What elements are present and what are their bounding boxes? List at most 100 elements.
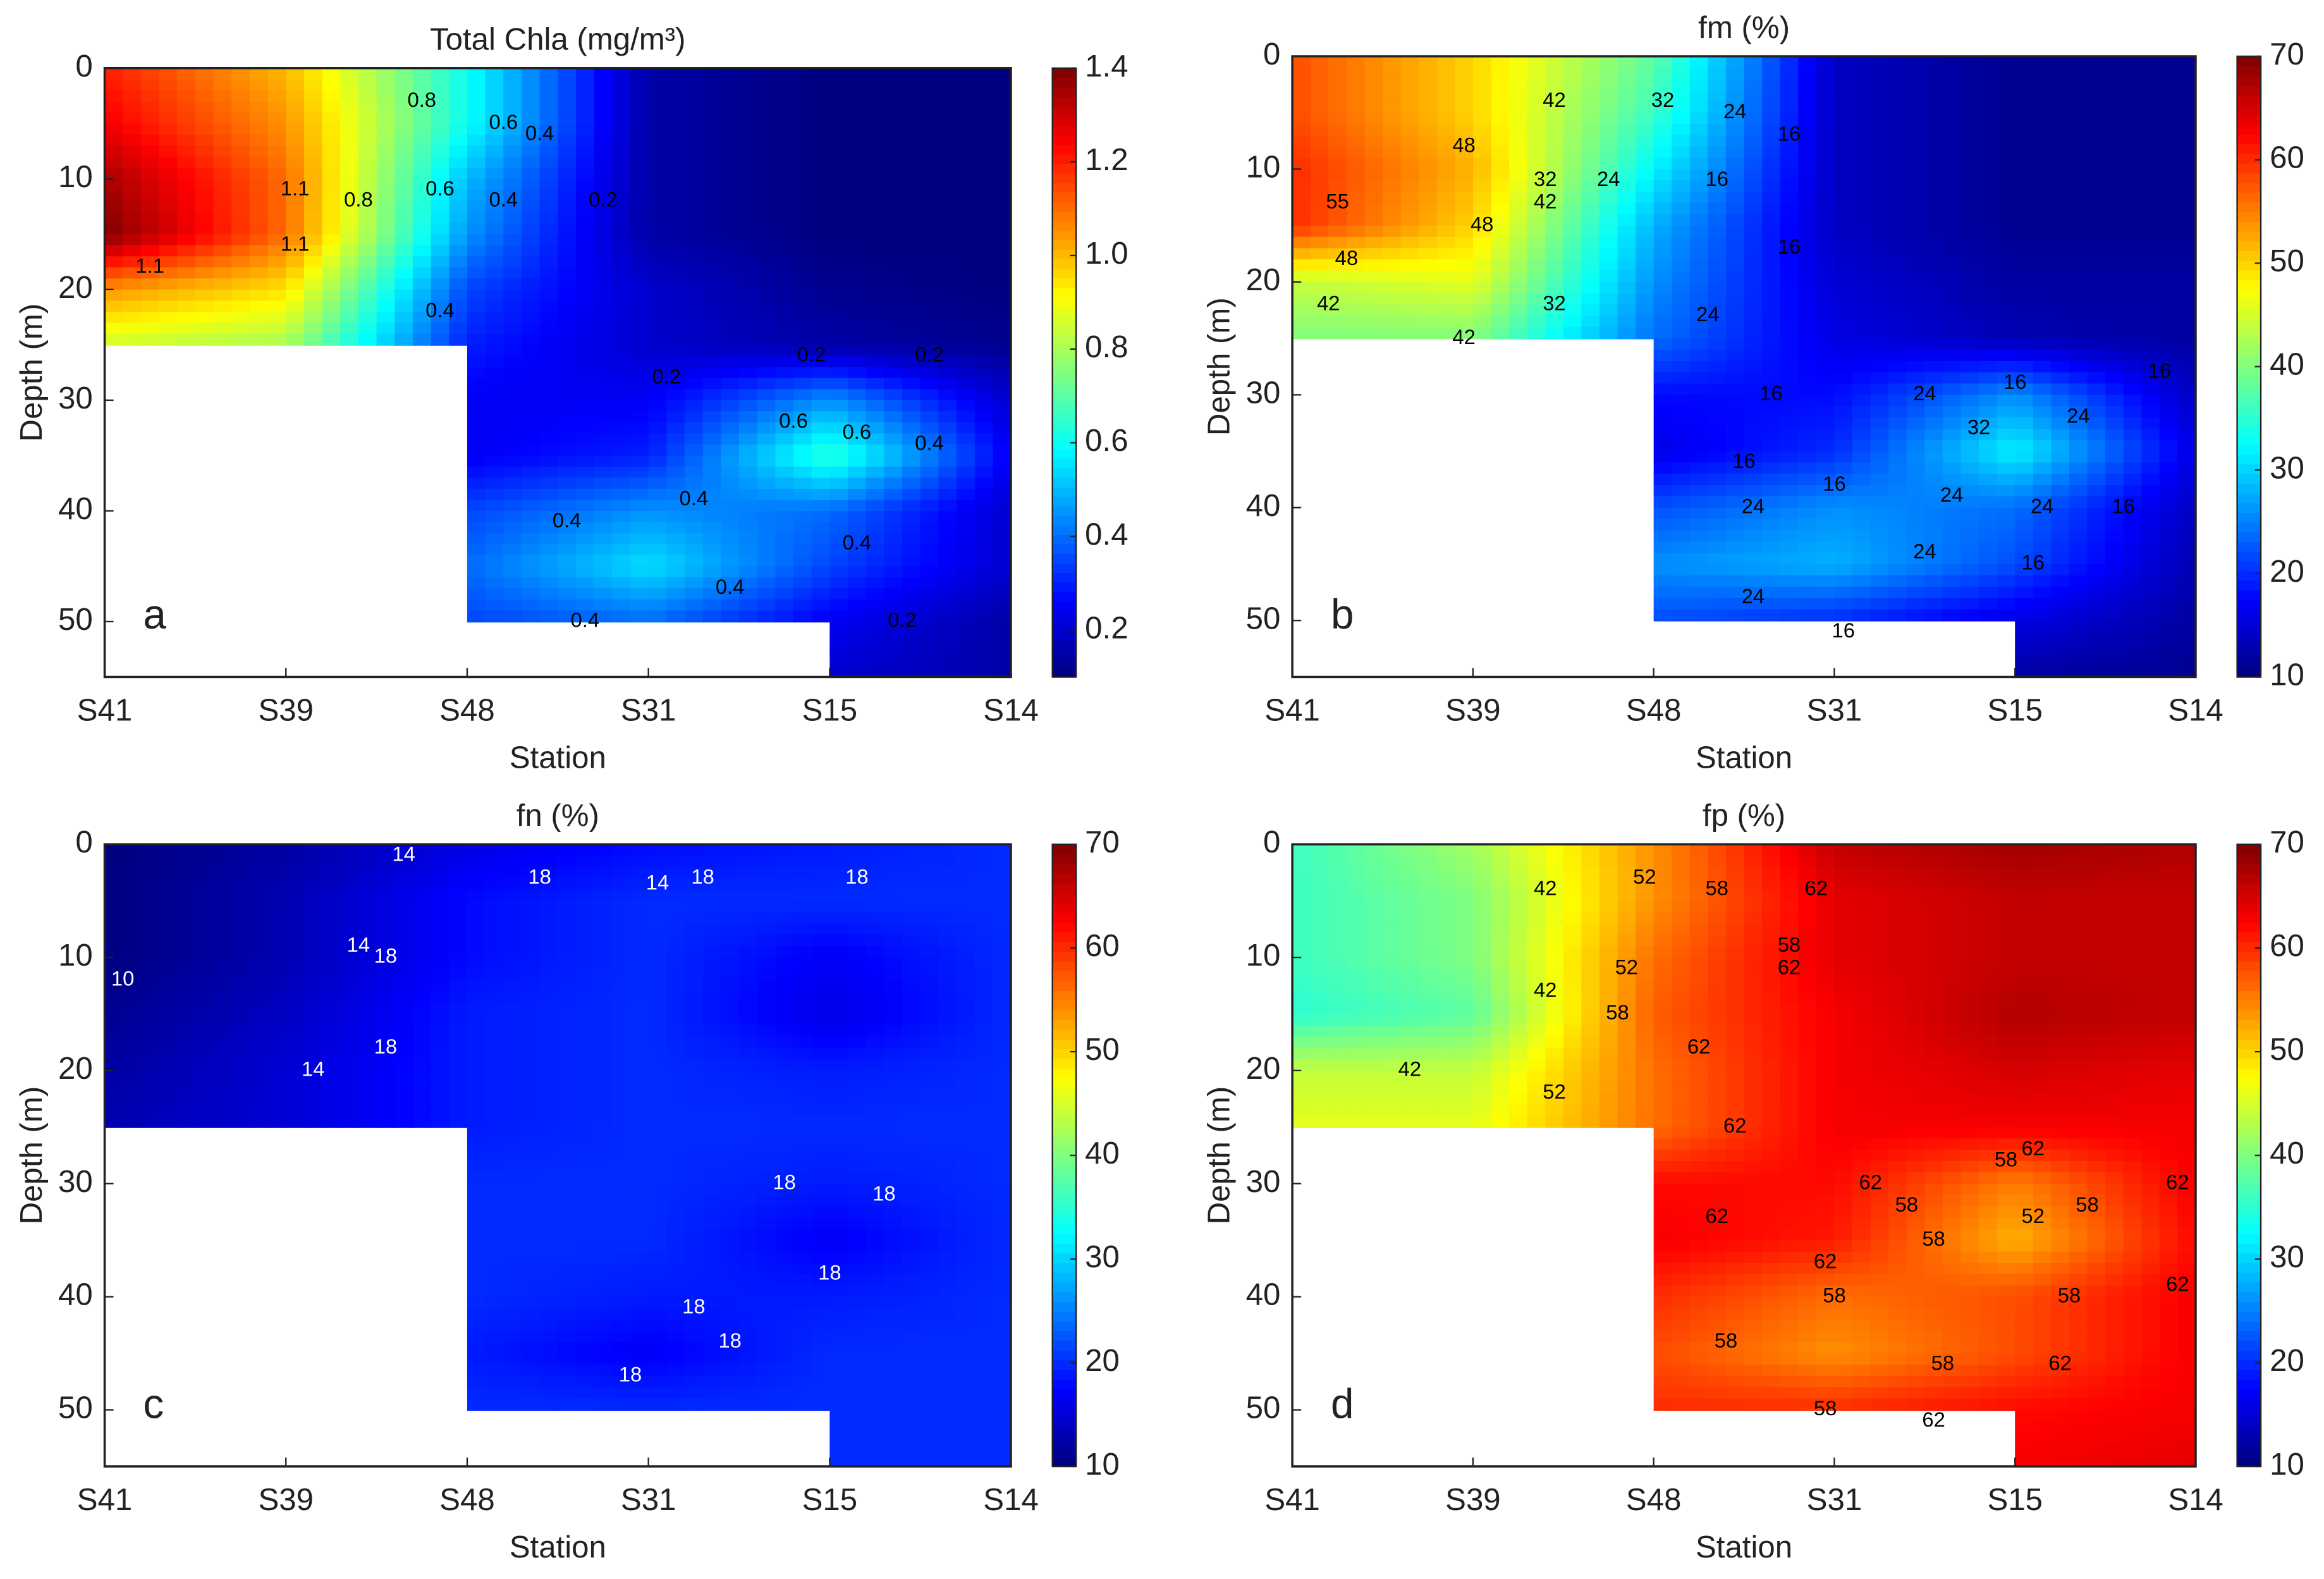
colorbar-swatch bbox=[2237, 609, 2261, 620]
field-cell bbox=[412, 223, 432, 235]
field-cell bbox=[449, 878, 468, 891]
field-cell bbox=[684, 223, 704, 235]
field-cell bbox=[249, 300, 269, 313]
field-cell bbox=[1328, 113, 1348, 125]
field-cell bbox=[1581, 304, 1601, 317]
colorbar-swatch bbox=[1052, 68, 1077, 78]
field-cell bbox=[503, 991, 523, 1004]
field-cell bbox=[2051, 428, 2070, 441]
field-cell bbox=[902, 566, 922, 579]
field-cell bbox=[884, 311, 903, 324]
field-cell bbox=[195, 156, 214, 169]
field-cell bbox=[612, 923, 632, 936]
field-cell bbox=[1328, 67, 1348, 80]
field-cell bbox=[485, 278, 505, 291]
field-cell bbox=[267, 101, 287, 114]
field-cell bbox=[123, 878, 142, 891]
field-cell bbox=[1400, 248, 1420, 261]
field-cell bbox=[2033, 474, 2052, 486]
field-cell bbox=[1292, 225, 1312, 238]
field-cell bbox=[2123, 553, 2143, 565]
field-cell bbox=[757, 889, 776, 902]
field-cell bbox=[539, 455, 559, 468]
field-cell bbox=[793, 912, 813, 925]
field-cell bbox=[793, 866, 813, 880]
field-cell bbox=[1672, 101, 1691, 114]
field-cell bbox=[140, 234, 160, 247]
field-cell bbox=[1545, 271, 1565, 283]
field-cell bbox=[1599, 67, 1618, 80]
field-cell bbox=[721, 577, 740, 589]
field-cell bbox=[503, 444, 523, 457]
field-cell bbox=[1328, 202, 1348, 216]
field-cell bbox=[1400, 101, 1420, 114]
field-cell bbox=[1744, 90, 1763, 102]
field-cell bbox=[1960, 338, 1980, 351]
field-cell bbox=[286, 333, 305, 346]
field-cell bbox=[993, 145, 1012, 158]
field-cell bbox=[575, 168, 596, 180]
field-cell bbox=[648, 912, 668, 925]
field-cell bbox=[721, 90, 740, 102]
field-cell bbox=[684, 311, 704, 324]
field-cell bbox=[1328, 271, 1348, 283]
field-cell bbox=[1816, 360, 1835, 374]
field-cell bbox=[1383, 135, 1402, 148]
field-cell bbox=[2033, 530, 2052, 543]
field-cell bbox=[1960, 67, 1980, 80]
field-cell bbox=[757, 856, 776, 868]
field-cell bbox=[521, 289, 541, 302]
field-cell bbox=[195, 866, 214, 880]
field-cell bbox=[539, 200, 559, 213]
field-cell bbox=[1852, 474, 1872, 486]
field-cell bbox=[1653, 598, 1673, 610]
field-cell bbox=[684, 488, 704, 501]
field-cell bbox=[1888, 146, 1908, 159]
field-cell bbox=[286, 79, 305, 92]
field-cell bbox=[140, 289, 160, 302]
field-cell bbox=[775, 333, 795, 346]
field-cell bbox=[1762, 304, 1782, 317]
field-cell bbox=[865, 223, 885, 235]
field-cell bbox=[104, 212, 124, 224]
field-cell bbox=[2177, 146, 2197, 159]
field-cell bbox=[1960, 146, 1980, 159]
field-cell bbox=[1346, 316, 1366, 328]
field-cell bbox=[394, 90, 414, 102]
field-cell bbox=[1997, 338, 2016, 351]
field-cell bbox=[104, 145, 124, 158]
field-cell bbox=[648, 90, 668, 102]
field-cell bbox=[1744, 485, 1763, 498]
field-cell bbox=[848, 844, 867, 857]
field-cell bbox=[467, 878, 487, 891]
field-cell bbox=[2105, 293, 2125, 306]
field-cell bbox=[721, 610, 740, 623]
field-cell bbox=[630, 466, 650, 479]
field-cell bbox=[2105, 67, 2125, 80]
field-cell bbox=[1744, 395, 1763, 407]
field-cell bbox=[412, 968, 432, 981]
field-cell bbox=[648, 500, 668, 512]
field-cell bbox=[1906, 383, 1926, 396]
field-cell bbox=[1346, 281, 1366, 295]
field-cell bbox=[1689, 281, 1709, 295]
y-tick-label: 0 bbox=[1263, 37, 1280, 71]
field-cell bbox=[1888, 530, 1908, 543]
colorbar-swatch bbox=[2237, 337, 2261, 348]
field-cell bbox=[594, 411, 613, 424]
field-cell bbox=[2033, 304, 2052, 317]
field-cell bbox=[1997, 259, 2016, 272]
field-cell bbox=[2105, 642, 2125, 656]
field-cell bbox=[575, 444, 596, 457]
field-cell bbox=[1527, 180, 1546, 193]
field-cell bbox=[684, 256, 704, 269]
field-cell bbox=[159, 168, 178, 180]
field-cell bbox=[195, 190, 214, 202]
field-cell bbox=[1708, 462, 1727, 475]
field-cell bbox=[630, 912, 650, 925]
field-cell bbox=[1545, 90, 1565, 102]
field-cell bbox=[974, 112, 994, 125]
field-cell bbox=[612, 889, 632, 902]
field-cell bbox=[1870, 519, 1890, 531]
field-cell bbox=[612, 878, 632, 891]
